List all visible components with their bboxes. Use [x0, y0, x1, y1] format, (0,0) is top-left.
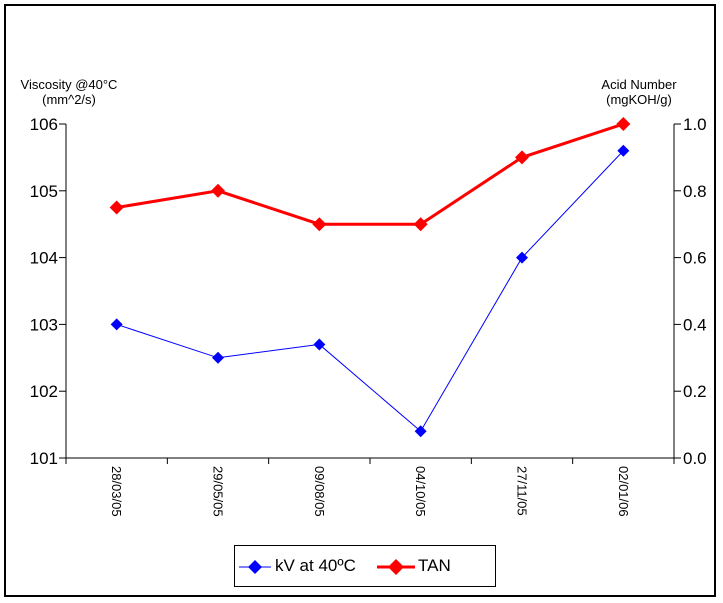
legend-marker-tan — [388, 559, 404, 575]
data-point-marker — [616, 117, 631, 131]
left-tick-label: 102 — [30, 382, 58, 401]
left-axis-title-line1: Viscosity @40°C — [20, 77, 118, 92]
data-point-marker — [515, 150, 529, 165]
right-tick-label: 0.2 — [683, 382, 707, 401]
data-point-marker — [413, 217, 428, 232]
x-tick-label: 09/08/05 — [312, 466, 327, 517]
data-point-marker — [110, 318, 123, 331]
left-tick-label: 103 — [30, 315, 58, 334]
series-line — [116, 122, 624, 226]
legend: kV at 40ºC TAN — [234, 545, 496, 587]
x-tick-label: 27/11/05 — [515, 466, 530, 516]
left-tick-label: 106 — [30, 115, 58, 134]
series-line — [116, 150, 624, 433]
x-tick-label: 28/03/05 — [109, 466, 124, 517]
legend-symbols — [239, 559, 415, 575]
data-point-marker — [516, 251, 528, 264]
series-tan — [109, 117, 631, 232]
left-tick-label: 104 — [30, 249, 58, 268]
chart-frame — [4, 4, 716, 597]
right-tick-label: 0.6 — [683, 249, 707, 268]
right-axis-title-line2: (mgKOH/g) — [606, 92, 672, 107]
right-tick-label: 0.8 — [683, 182, 707, 201]
data-point-marker — [617, 144, 630, 157]
legend-label-kv: kV at 40ºC — [275, 556, 356, 575]
right-tick-label: 1.0 — [683, 115, 707, 134]
data-point-marker — [212, 351, 224, 364]
data-point-marker — [211, 183, 225, 198]
right-tick-label: 0.4 — [683, 315, 707, 334]
x-tick-label: 04/10/05 — [413, 466, 428, 517]
axes — [59, 123, 681, 464]
left-tick-label: 101 — [30, 449, 58, 468]
data-point-marker — [313, 338, 326, 351]
x-tick-label: 02/01/06 — [616, 466, 631, 517]
data-point-marker — [312, 217, 327, 232]
tick-labels: 101 102 103 104 105 106 0.0 0.2 0.4 0.6 0.8 1.0 28/0… — [30, 115, 707, 517]
x-tick-label: 29/05/05 — [211, 466, 226, 517]
legend-label-tan: TAN — [418, 556, 451, 575]
right-axis-title: Acid Number (mgKOH/g) — [574, 77, 704, 107]
left-tick-label: 105 — [30, 182, 58, 201]
data-point-marker — [414, 425, 427, 438]
left-axis-title-line2: (mm^2/s) — [42, 92, 96, 107]
right-axis-title-line1: Acid Number — [601, 77, 677, 92]
data-point-marker — [109, 200, 124, 215]
series-layer — [109, 117, 631, 438]
legend-marker-kv — [248, 560, 262, 574]
right-tick-label: 0.0 — [683, 449, 707, 468]
left-axis-title: Viscosity @40°C (mm^2/s) — [4, 77, 134, 107]
series-kv — [110, 144, 630, 438]
